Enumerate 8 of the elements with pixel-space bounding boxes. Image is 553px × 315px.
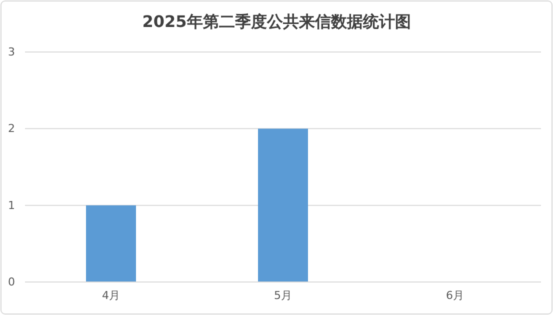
chart-title: 2025年第二季度公共来信数据统计图 — [142, 12, 411, 31]
y-tick-label: 3 — [8, 46, 15, 59]
y-tick-label: 2 — [8, 122, 15, 136]
x-tick-label: 5月 — [274, 288, 292, 302]
x-tick-label: 4月 — [102, 288, 120, 302]
y-tick-label: 1 — [8, 198, 15, 212]
y-tick-label: 0 — [8, 276, 15, 289]
x-tick-label: 6月 — [446, 288, 464, 302]
